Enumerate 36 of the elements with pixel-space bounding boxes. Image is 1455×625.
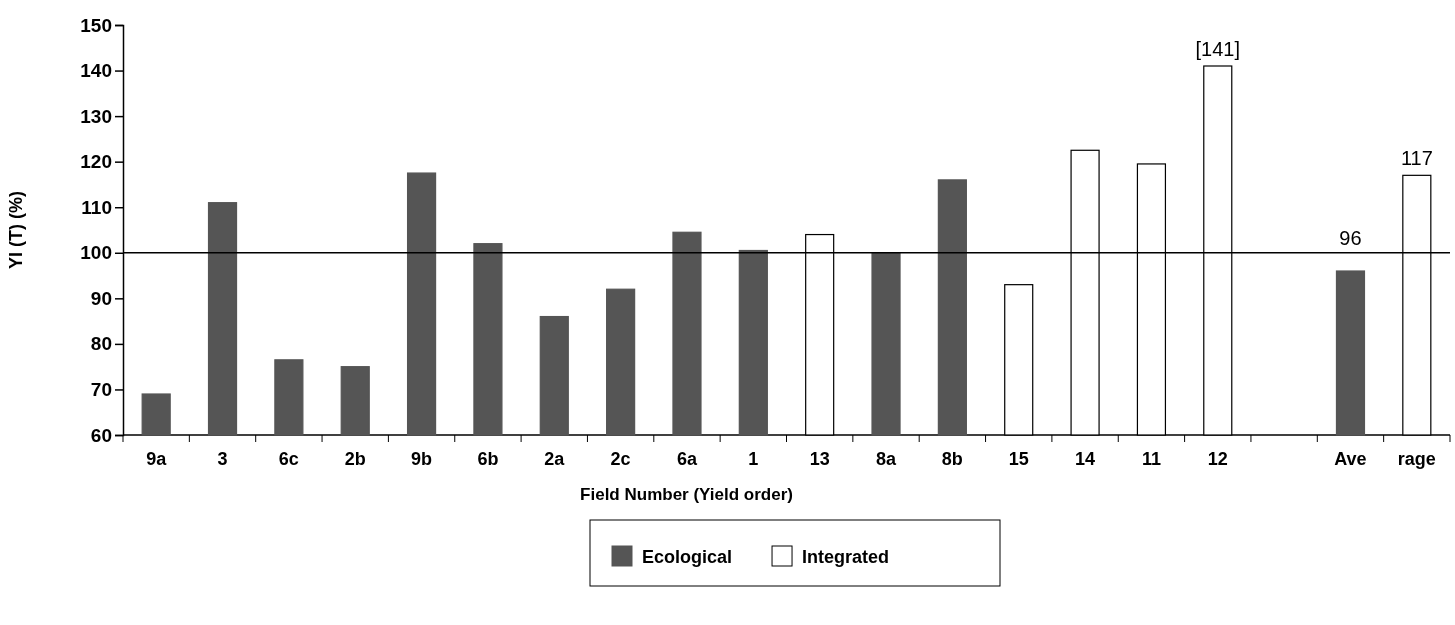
- x-tick-label: Ave: [1334, 449, 1367, 469]
- x-tick-label: 1: [748, 449, 759, 469]
- x-tick-label: 8a: [876, 449, 898, 469]
- x-tick-label: 14: [1075, 449, 1096, 469]
- y-tick-label: 140: [80, 60, 112, 82]
- x-tick-label: rage: [1397, 449, 1436, 469]
- x-tick-label: 15: [1008, 449, 1029, 469]
- x-tick-label: 2c: [610, 449, 631, 469]
- x-tick-label: 2a: [544, 449, 566, 469]
- y-tick-label: 100: [80, 242, 112, 264]
- y-tick-label: 90: [90, 287, 112, 309]
- x-tick-label: 6b: [477, 449, 499, 469]
- x-tick-label: 9a: [146, 449, 168, 469]
- data-label: [141]: [1195, 38, 1241, 60]
- x-tick-label: 9b: [411, 449, 433, 469]
- x-tick-label: 2b: [344, 449, 366, 469]
- x-tick-label: 13: [809, 449, 830, 469]
- y-tick-label: 70: [90, 379, 112, 401]
- x-axis-title: Field Number (Yield order): [580, 485, 793, 504]
- x-tick-label: 8b: [941, 449, 963, 469]
- y-tick-label: 120: [80, 151, 112, 173]
- x-tick-label: 3: [217, 449, 228, 469]
- data-label: 96: [1339, 226, 1362, 249]
- y-tick-label: 110: [81, 196, 112, 218]
- x-tick-label: 6c: [278, 449, 299, 469]
- y-tick-label: 150: [80, 14, 112, 36]
- y-tick-label: 60: [90, 424, 112, 446]
- data-label: 117: [1400, 147, 1433, 170]
- x-tick-label: 12: [1207, 449, 1228, 469]
- x-tick-label: 6a: [676, 449, 698, 469]
- legend-label: Integrated: [802, 547, 890, 567]
- x-tick-label: 11: [1141, 449, 1161, 469]
- y-axis-title: YI (T) (%): [6, 191, 26, 269]
- y-tick-label: 130: [80, 105, 112, 127]
- y-tick-label: 80: [90, 333, 112, 355]
- legend-label: Ecological: [642, 547, 733, 567]
